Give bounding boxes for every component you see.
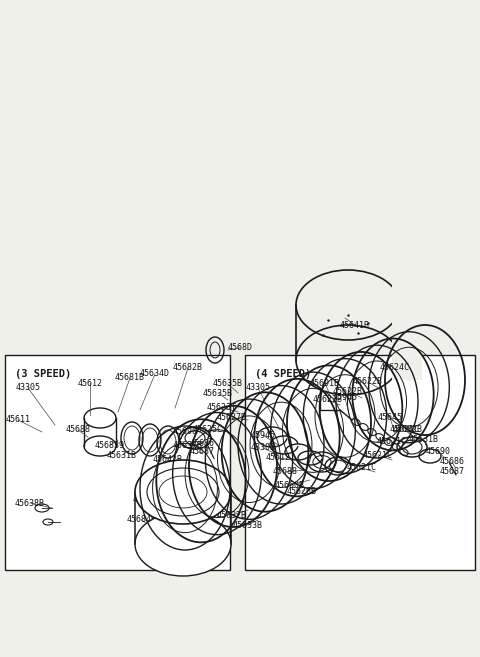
Text: 45688: 45688 bbox=[65, 426, 91, 434]
Bar bbox=[392, 285, 422, 380]
Text: 45635B: 45635B bbox=[203, 388, 233, 397]
Text: 456839: 456839 bbox=[95, 440, 125, 449]
Text: 45641B: 45641B bbox=[340, 321, 370, 330]
Text: 45945: 45945 bbox=[333, 394, 358, 403]
Text: 45637B: 45637B bbox=[173, 440, 203, 449]
Text: 45685: 45685 bbox=[132, 495, 157, 505]
Text: 45627B: 45627B bbox=[217, 413, 247, 422]
Text: 45682B: 45682B bbox=[173, 363, 203, 373]
Text: 45686: 45686 bbox=[190, 438, 215, 447]
Text: 45687: 45687 bbox=[440, 468, 465, 476]
Text: 45650B: 45650B bbox=[190, 510, 220, 520]
Text: 45621C: 45621C bbox=[363, 451, 393, 459]
Text: 45612: 45612 bbox=[77, 378, 103, 388]
Text: 45632B: 45632B bbox=[217, 510, 247, 520]
Ellipse shape bbox=[135, 512, 231, 576]
Text: 45623T: 45623T bbox=[207, 403, 237, 411]
Text: 45622B: 45622B bbox=[333, 386, 363, 396]
Text: 45691B: 45691B bbox=[310, 378, 340, 388]
Text: 45945: 45945 bbox=[251, 430, 276, 440]
Text: 4568D: 4568D bbox=[228, 344, 252, 353]
Bar bbox=[5, 355, 230, 570]
Text: 45687: 45687 bbox=[190, 447, 215, 457]
Text: (3 SPEED): (3 SPEED) bbox=[15, 369, 71, 379]
Text: 45682B: 45682B bbox=[393, 426, 423, 434]
Text: 45631B: 45631B bbox=[409, 436, 439, 445]
Text: 45642B: 45642B bbox=[153, 455, 183, 464]
Text: (4 SPEED): (4 SPEED) bbox=[255, 369, 311, 379]
Text: 45634D: 45634D bbox=[140, 369, 170, 378]
Text: 45660B: 45660B bbox=[275, 480, 305, 489]
Text: 43305: 43305 bbox=[245, 384, 271, 392]
Text: 45622B: 45622B bbox=[313, 396, 343, 405]
Text: 43305: 43305 bbox=[251, 443, 276, 453]
Text: 45642B: 45642B bbox=[163, 524, 193, 533]
Text: 45631B: 45631B bbox=[107, 451, 137, 459]
Text: 45621C: 45621C bbox=[390, 426, 420, 434]
Text: 45621C: 45621C bbox=[377, 438, 407, 447]
Text: 45645: 45645 bbox=[377, 413, 403, 422]
Text: 45688: 45688 bbox=[273, 468, 298, 476]
Text: 45625C: 45625C bbox=[193, 426, 223, 434]
Text: 45626B: 45626B bbox=[287, 487, 317, 497]
Text: 45611: 45611 bbox=[5, 415, 31, 424]
Ellipse shape bbox=[135, 460, 231, 524]
Text: 43305: 43305 bbox=[15, 384, 40, 392]
Text: 45622B: 45622B bbox=[353, 378, 383, 386]
Text: 45684B: 45684B bbox=[127, 516, 157, 524]
Text: 45621C: 45621C bbox=[347, 463, 377, 472]
Text: 45686: 45686 bbox=[440, 457, 465, 466]
Text: 45635B: 45635B bbox=[213, 380, 243, 388]
Text: 45690: 45690 bbox=[172, 428, 197, 436]
Text: 45638B: 45638B bbox=[15, 499, 45, 507]
Text: 45690: 45690 bbox=[425, 447, 451, 457]
Text: 45612: 45612 bbox=[265, 453, 290, 463]
Bar bbox=[245, 355, 475, 570]
Text: 45633B: 45633B bbox=[233, 520, 263, 530]
Text: 45624C: 45624C bbox=[380, 363, 410, 373]
Text: 45681B: 45681B bbox=[115, 373, 145, 382]
